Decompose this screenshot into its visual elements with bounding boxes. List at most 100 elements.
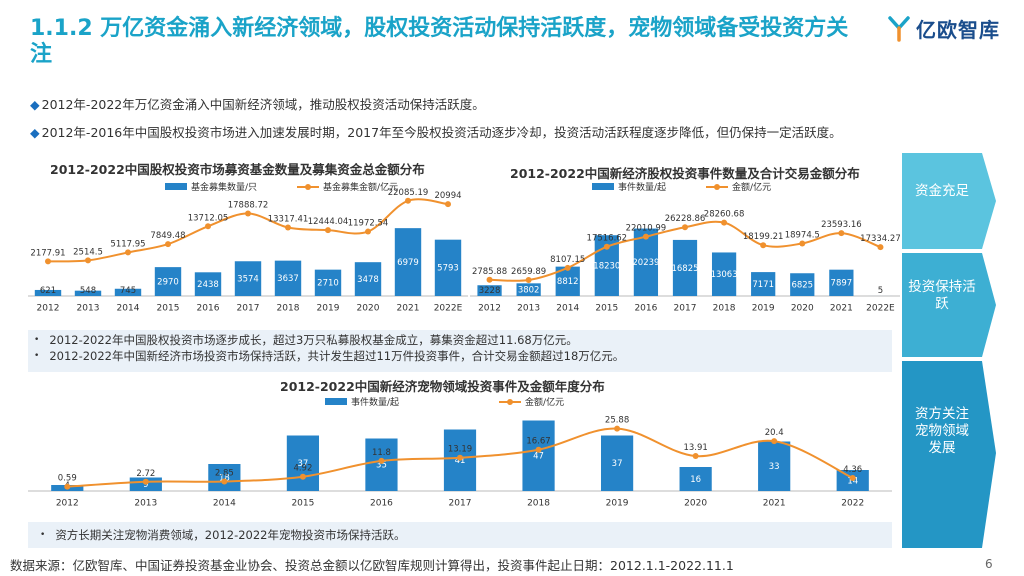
bar-value-label: 37 [612,459,623,469]
diamond-bullet-icon: ◆ [30,125,40,140]
bar-value-label: 3228 [479,286,501,296]
line-point [838,230,845,237]
line-point [125,249,131,256]
line-point [799,240,806,247]
side-panel: 资金充足 投资保持活跃 资方关注宠物领域发展 [902,153,998,548]
line-value-label: 22010.99 [626,224,667,234]
line-point [299,473,306,480]
x-tick-label: 2013 [134,499,157,509]
line-value-label: 18199.21 [743,232,784,242]
line-value-label: 28260.68 [704,210,745,220]
legend-bar-swatch [165,183,187,190]
page-title: 1.1.2 万亿资金涌入新经济领域，股权投资活动保持活跃度，宠物领域备受投资方关… [30,16,849,67]
logo: 亿欧智库 [888,14,1000,43]
line-value-label: 13712.05 [188,213,229,223]
bar [758,441,791,491]
line-point [486,276,493,283]
x-tick-label: 2017 [237,304,260,314]
line-point [614,425,621,432]
bar-value-label: 745 [120,286,136,296]
bar [829,269,854,296]
bar-value-label: 621 [40,286,56,296]
bar [633,228,659,296]
logo-text: 亿欧智库 [916,18,1000,42]
line-point [564,264,571,271]
bar [751,272,776,296]
x-tick-label: 2022 [841,499,864,509]
bar [286,435,320,491]
x-tick-label: 2019 [317,304,340,314]
bar-value-label: 7171 [752,280,774,290]
x-tick-label: 2022E [434,304,463,314]
chart3-svg: 4201292013182014372015352016412017472018… [28,416,892,509]
x-tick-label: 2017 [449,499,472,509]
line-point [771,438,778,445]
bar [711,252,737,296]
bar [516,283,541,296]
bar-value-label: 3802 [518,285,540,295]
chart2-title: 2012-2022中国新经济股权投资事件数量及合计交易金额分布 [510,166,860,181]
chart3-legend: 事件数量/起 金额/亿元 [325,395,564,408]
bullet-2: ◆ 2012年-2016年中国股权投资市场进入加速发展时期，2017年至今股权投资… [30,122,842,141]
line-value-label: 25.88 [605,416,629,426]
bar-value-label: 16 [690,475,701,485]
bar-value-label: 14 [847,476,858,486]
bullet-1-text: 2012年-2022年万亿资金涌入中国新经济领域，推动股权投资活动保持活跃度。 [41,97,485,112]
line-point [325,227,331,234]
line-value-label: 2785.88 [472,267,507,277]
bar-value-label: 18 [219,473,230,483]
bar-value-label: 9 [143,480,148,490]
diamond-bullet-icon: ◆ [30,97,40,112]
line-value-label: 17888.72 [228,201,269,211]
chart1-svg: 621 2012 548 2013 745 2014 2970 2015 2438 2016 357… [28,188,468,314]
line-value-label: 2177.91 [30,248,65,258]
x-tick-label: 2021 [830,304,853,314]
bar [672,239,698,296]
line-point [285,224,291,231]
side-chevrons [902,153,996,548]
x-tick-label: 2012 [478,304,501,314]
x-tick-label: 2015 [291,499,314,509]
bar-value-label: 5 [878,286,883,296]
x-tick-label: 2014 [117,304,140,314]
line-point [692,453,699,460]
bar-value-label: 7897 [831,279,853,289]
x-tick-label: 2021 [397,304,420,314]
x-tick-label: 2013 [517,304,540,314]
notes-bottom: • 资方长期关注宠物消费领域，2012-2022年宠物投资市场保持活跃。 [28,522,892,548]
bar [477,285,502,296]
line-point [760,242,767,249]
x-tick-label: 2018 [277,304,300,314]
note-item: • 资方长期关注宠物消费领域，2012-2022年宠物投资市场保持活跃。 [40,528,406,542]
line-value-label: 2.85 [215,468,234,478]
bar-value-label: 20239 [632,258,659,268]
line-point [535,446,542,453]
x-tick-label: 2012 [37,304,60,314]
bar [679,467,712,491]
line-point [365,228,371,235]
line-point [682,224,688,231]
line-point [245,210,251,217]
bar [194,272,222,296]
bar [600,435,634,491]
line-value-label: 2.72 [136,469,155,479]
chart2-legend: 事件数量/起 金额/亿元 [592,180,771,193]
line-value-label: 26228.86 [665,214,706,224]
legend-line-swatch [499,398,522,405]
line-value-label: 22085.19 [388,188,429,198]
x-tick-label: 2017 [674,304,697,314]
line-value-label: 13.19 [448,445,472,455]
bar [114,288,142,296]
bar-value-label: 548 [80,286,96,296]
bar [522,420,555,491]
bar-value-label: 47 [533,452,544,462]
x-tick-label: 2020 [357,304,380,314]
line-point [165,241,171,248]
chart3-title: 2012-2022中国新经济宠物领域投资事件及金额年度分布 [280,379,605,394]
bar [74,290,102,296]
bar [234,261,262,296]
source-note: 数据来源：亿欧智库、中国证券投资基金业协会、投资总金额以亿欧智库规则计算得出，投… [10,558,734,573]
line-point [45,258,51,265]
line-value-label: 20994 [434,191,461,201]
legend-line-swatch [297,183,320,190]
